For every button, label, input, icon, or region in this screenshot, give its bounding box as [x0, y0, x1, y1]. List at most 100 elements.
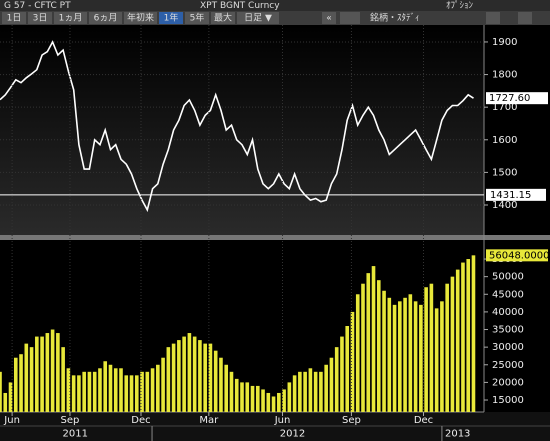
header-center: XPT BGNT Curncy	[200, 1, 280, 11]
bar	[429, 283, 434, 412]
bar	[24, 343, 29, 412]
bar	[150, 368, 155, 412]
y-tick-label: 1900	[492, 37, 517, 48]
bar	[171, 343, 176, 412]
title-bar	[0, 0, 550, 11]
last-value-box	[486, 92, 548, 105]
bar	[113, 368, 118, 412]
y-tick-label: 30000	[492, 342, 524, 353]
edit-icon[interactable]	[486, 12, 500, 24]
bar	[234, 378, 239, 412]
bar	[250, 385, 255, 412]
bar	[440, 301, 444, 412]
panel-divider	[0, 235, 550, 240]
collapse-label: «	[326, 14, 332, 24]
bar	[419, 304, 423, 412]
range-button-label: 1日	[7, 13, 22, 24]
reference-label: 1431.15	[490, 190, 531, 201]
bar	[0, 371, 2, 412]
bar	[71, 375, 76, 412]
bar	[29, 347, 34, 412]
bar	[156, 364, 160, 412]
settings-icon[interactable]	[518, 12, 532, 24]
bar	[340, 336, 344, 412]
range-button-label: 1ヵ月	[59, 13, 83, 24]
range-button[interactable]	[2, 12, 26, 24]
y-tick-label: 40000	[492, 307, 524, 318]
range-button[interactable]	[211, 12, 235, 24]
bar	[350, 311, 355, 412]
bar	[361, 283, 365, 412]
y-tick-label: 50000	[492, 272, 524, 283]
bar	[213, 350, 218, 412]
securities-button[interactable]: 銘柄・ｽﾀﾃﾞｨ	[370, 12, 420, 24]
range-button-label: 5年	[190, 12, 205, 24]
bar	[77, 375, 81, 412]
bar	[92, 371, 97, 412]
bar	[161, 357, 165, 412]
year-label: 2012	[280, 429, 305, 440]
range-button[interactable]	[159, 12, 183, 24]
range-button[interactable]	[54, 12, 87, 24]
range-button[interactable]	[237, 12, 279, 24]
range-button-label: 日足 ▼	[244, 13, 272, 24]
last-value-label: 1727.60	[489, 93, 530, 104]
bar	[287, 382, 292, 412]
bar	[392, 304, 397, 412]
bar	[40, 336, 44, 412]
bar	[334, 347, 339, 412]
y-tick-label: 1400	[492, 200, 517, 211]
bar	[461, 262, 465, 412]
bar	[129, 375, 134, 412]
bar	[413, 301, 418, 412]
header-right[interactable]: ｵﾌﾟｼｮﾝ	[446, 0, 474, 11]
y-tick-label: 20000	[492, 377, 524, 388]
y-tick-label: 1800	[492, 70, 517, 81]
bar	[355, 294, 360, 412]
bar	[245, 382, 250, 412]
x-tick-label: Dec	[414, 415, 433, 426]
x-tick-label: Sep	[342, 415, 361, 426]
bar	[303, 371, 307, 412]
bar	[382, 290, 386, 412]
bar	[3, 392, 8, 412]
bar	[282, 389, 286, 412]
bar	[140, 371, 144, 412]
bar	[329, 357, 334, 412]
bar	[50, 329, 55, 412]
y-tick-label: 15000	[492, 395, 524, 406]
bar	[271, 396, 276, 412]
range-button-label: 最大	[214, 12, 232, 24]
bar	[319, 371, 323, 412]
range-button[interactable]	[124, 12, 157, 24]
bar	[134, 375, 139, 412]
bar	[229, 371, 234, 412]
price-panel	[0, 25, 484, 235]
y-tick-label: 1600	[492, 135, 517, 146]
chart-icon[interactable]	[340, 12, 360, 24]
bar	[108, 364, 113, 412]
range-button[interactable]	[185, 12, 209, 24]
bar	[35, 336, 39, 412]
reference-label-box	[486, 188, 546, 201]
bar	[434, 308, 439, 412]
range-button-label: 1年	[164, 12, 179, 24]
x-tick-label: Sep	[61, 415, 80, 426]
bar	[255, 385, 260, 412]
bar	[455, 269, 460, 412]
range-button[interactable]	[28, 12, 52, 24]
bar	[177, 340, 181, 412]
bar	[66, 368, 71, 412]
bar	[182, 336, 186, 412]
bar	[277, 392, 281, 412]
bar	[308, 368, 313, 412]
y-tick-label: 35000	[492, 325, 524, 336]
bar	[261, 389, 265, 412]
y-tick-label: 1700	[492, 102, 517, 113]
collapse-button[interactable]	[322, 12, 336, 24]
bar	[187, 333, 192, 412]
bar	[298, 371, 302, 412]
range-button[interactable]	[89, 12, 122, 24]
bar	[266, 392, 271, 412]
